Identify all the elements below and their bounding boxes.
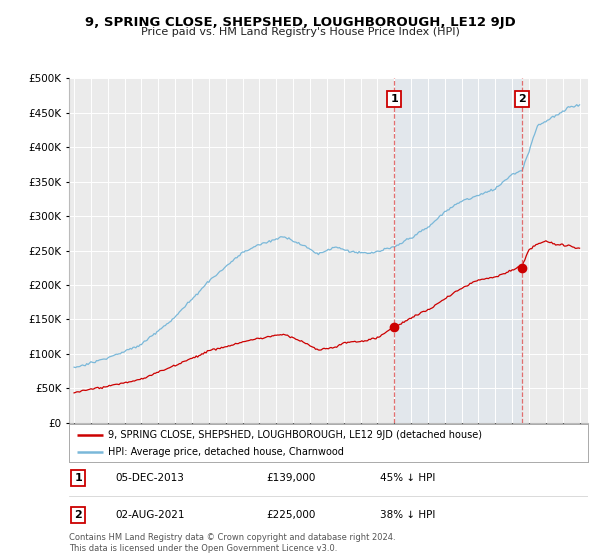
Text: 9, SPRING CLOSE, SHEPSHED, LOUGHBOROUGH, LE12 9JD: 9, SPRING CLOSE, SHEPSHED, LOUGHBOROUGH,… [85, 16, 515, 29]
Text: HPI: Average price, detached house, Charnwood: HPI: Average price, detached house, Char… [108, 447, 344, 458]
Text: 38% ↓ HPI: 38% ↓ HPI [380, 510, 436, 520]
Text: 2: 2 [74, 510, 82, 520]
Text: £139,000: £139,000 [266, 473, 316, 483]
Text: 45% ↓ HPI: 45% ↓ HPI [380, 473, 436, 483]
Text: 1: 1 [74, 473, 82, 483]
Text: 02-AUG-2021: 02-AUG-2021 [116, 510, 185, 520]
Text: £225,000: £225,000 [266, 510, 316, 520]
Text: Contains HM Land Registry data © Crown copyright and database right 2024.
This d: Contains HM Land Registry data © Crown c… [69, 533, 395, 553]
Text: 9, SPRING CLOSE, SHEPSHED, LOUGHBOROUGH, LE12 9JD (detached house): 9, SPRING CLOSE, SHEPSHED, LOUGHBOROUGH,… [108, 430, 482, 440]
Text: Price paid vs. HM Land Registry's House Price Index (HPI): Price paid vs. HM Land Registry's House … [140, 27, 460, 37]
Text: 1: 1 [391, 94, 398, 104]
Text: 2: 2 [518, 94, 526, 104]
Bar [394, 78, 522, 423]
Text: 05-DEC-2013: 05-DEC-2013 [116, 473, 185, 483]
